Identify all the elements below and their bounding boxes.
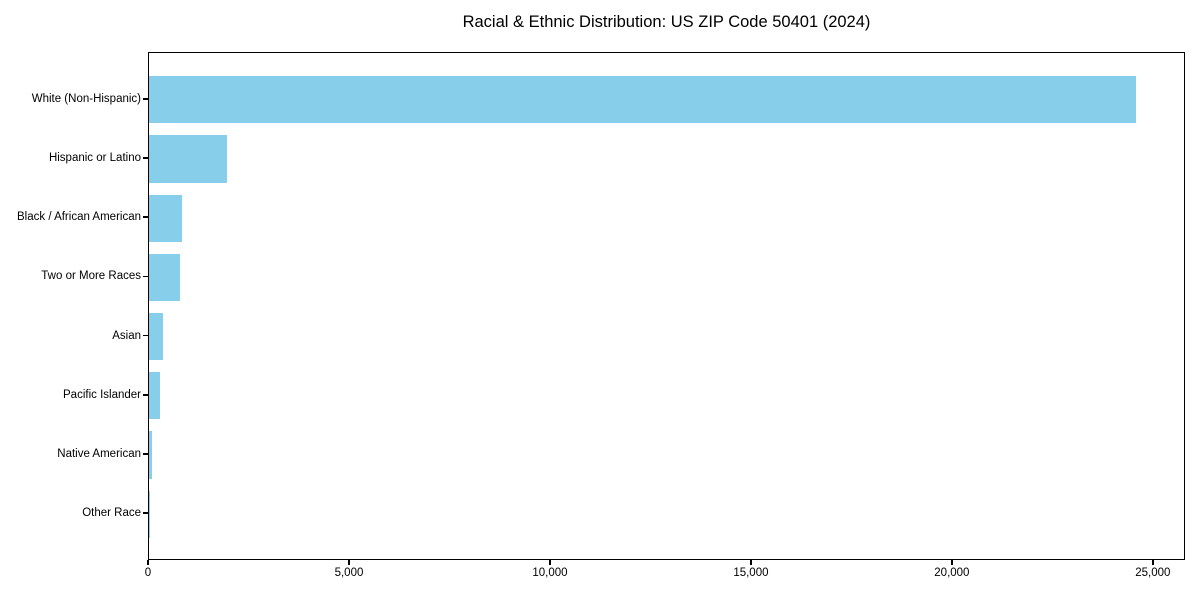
y-axis-label: Black / African American	[17, 211, 141, 224]
y-axis-tick	[143, 157, 148, 159]
x-axis-tick-label: 25,000	[1135, 567, 1171, 579]
x-axis-tick	[147, 560, 149, 565]
bar	[149, 253, 180, 302]
y-axis-label: Other Race	[82, 507, 141, 520]
x-axis-tick-label: 10,000	[532, 567, 568, 579]
chart-plot-area	[148, 52, 1185, 560]
bar	[149, 76, 1137, 124]
y-axis-tick	[143, 512, 148, 514]
y-axis-tick	[143, 453, 148, 455]
x-axis-tick	[348, 560, 350, 565]
y-axis-label: Native American	[57, 448, 141, 461]
y-axis-tick	[143, 216, 148, 218]
y-axis-tick	[143, 334, 148, 337]
x-axis-tick-label: 5,000	[334, 567, 364, 579]
x-axis-tick-label: 20,000	[934, 567, 970, 579]
y-axis-label: Pacific Islander	[63, 388, 141, 401]
y-axis-label: Two or More Races	[41, 270, 141, 283]
y-axis-tick	[143, 394, 148, 396]
y-axis-labels: White (Non-Hispanic) Hispanic or Latino Bl…	[0, 52, 141, 560]
x-axis-tick	[1152, 560, 1154, 565]
bar	[149, 372, 161, 420]
chart-title: Racial & Ethnic Distribution: US ZIP Cod…	[462, 13, 871, 31]
y-axis-label: White (Non-Hispanic)	[31, 92, 141, 105]
y-axis-tick	[143, 275, 148, 278]
x-axis-tick-label: 0	[144, 567, 152, 579]
x-axis-tick	[750, 560, 752, 565]
x-axis-tick-label: 15,000	[733, 567, 769, 579]
x-axis-tick	[549, 560, 551, 565]
bar	[149, 194, 182, 242]
x-axis-tick	[951, 560, 953, 565]
bar	[149, 431, 152, 479]
y-axis-tick	[143, 98, 148, 100]
y-axis-label: Asian	[112, 329, 141, 342]
bar	[149, 312, 163, 361]
bar	[149, 135, 227, 183]
y-axis-label: Hispanic or Latino	[48, 151, 141, 164]
